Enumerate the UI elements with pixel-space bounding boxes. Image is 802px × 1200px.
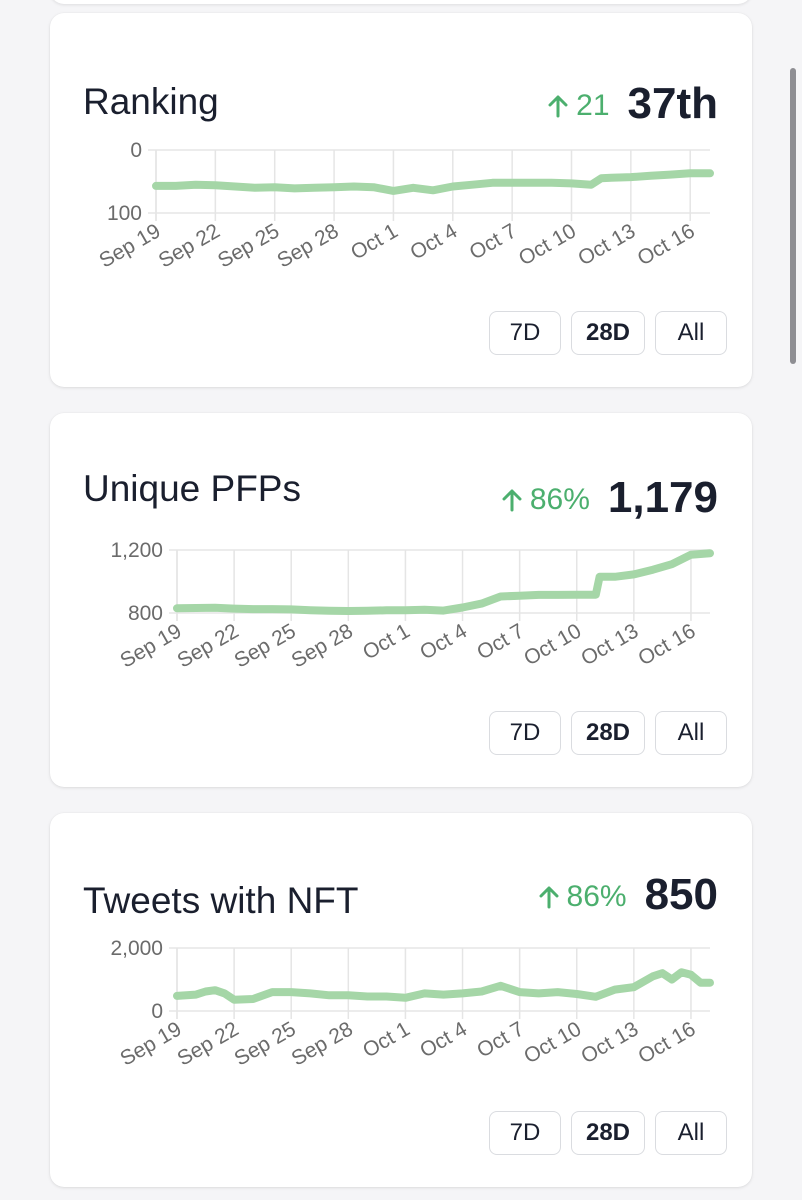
range-all-button[interactable]: All [655, 311, 727, 355]
y-tick-label: 1,200 [110, 539, 163, 562]
y-tick-label: 0 [130, 139, 142, 162]
ranking-card: Ranking 21 37th Sep 19 Sep 22 Sep 25 Sep 28… [50, 13, 752, 387]
y-tick-label: 800 [128, 602, 163, 625]
card-header-metrics: 86% 850 [539, 870, 718, 920]
card-title: Unique PFPs [83, 468, 301, 509]
series-line [173, 549, 714, 615]
x-tick-label: Sep 28 [273, 219, 342, 272]
range-7d-button[interactable]: 7D [488, 311, 561, 355]
x-tick-label: Oct 4 [416, 1017, 471, 1062]
series-line [173, 968, 714, 1004]
x-tick-label: Oct 1 [359, 1017, 414, 1062]
change-indicator: 86% [539, 880, 627, 914]
arrow-up-icon [548, 95, 568, 118]
series-line [152, 169, 714, 195]
range-7d-button[interactable]: 7D [488, 1111, 561, 1155]
x-tick-label: Oct 7 [473, 619, 528, 664]
x-tick-label: Oct 4 [416, 619, 471, 664]
x-tick-label: Sep 25 [231, 619, 300, 672]
tweets-with-nft-card: Tweets with NFT 86% 850 Sep 19 Sep 22 Sep … [50, 813, 752, 1187]
range-selector: 7D 28D All [488, 1111, 727, 1155]
x-tick-label: Sep 19 [116, 1017, 185, 1070]
y-tick-label: 2,000 [110, 937, 163, 960]
x-tick-label: Oct 10 [515, 219, 580, 270]
x-tick-label: Oct 16 [634, 1017, 699, 1068]
x-tick-label: Oct 13 [574, 219, 639, 270]
x-tick-label: Sep 22 [173, 619, 242, 672]
current-value: 850 [644, 870, 718, 919]
card-title: Ranking [83, 81, 219, 122]
range-all-button[interactable]: All [655, 1111, 727, 1155]
arrow-up-icon [502, 489, 522, 512]
range-28d-button[interactable]: 28D [570, 711, 645, 755]
change-value: 86% [566, 880, 627, 913]
previous-card-edge [50, 0, 752, 4]
change-value: 21 [576, 89, 610, 122]
x-tick-label: Oct 16 [634, 219, 699, 270]
x-tick-label: Sep 25 [214, 219, 283, 272]
card-title: Tweets with NFT [83, 880, 359, 921]
y-tick-label: 100 [107, 202, 142, 225]
x-tick-label: Oct 1 [359, 619, 414, 664]
x-tick-label: Sep 22 [155, 219, 224, 272]
card-header-metrics: 21 37th [548, 79, 718, 129]
current-value: 1,179 [607, 473, 718, 522]
card-header-metrics: 86% 1,179 [502, 473, 718, 523]
unique-pfps-card: Unique PFPs 86% 1,179 Sep 19 Sep 22 Sep 25… [50, 413, 752, 787]
x-tick-label: Sep 25 [231, 1017, 300, 1070]
x-tick-label: Sep 28 [288, 1017, 357, 1070]
range-28d-button[interactable]: 28D [570, 311, 645, 355]
current-value: 37th [627, 79, 718, 128]
x-tick-label: Oct 10 [520, 1017, 585, 1068]
x-tick-label: Oct 1 [347, 219, 402, 264]
x-tick-label: Oct 7 [466, 219, 521, 264]
range-selector: 7D 28D All [488, 711, 727, 755]
x-tick-label: Sep 28 [288, 619, 357, 672]
x-tick-label: Oct 4 [406, 219, 461, 264]
scrollbar-thumb[interactable] [790, 68, 796, 364]
x-tick-label: Oct 16 [634, 619, 699, 670]
x-tick-label: Oct 10 [520, 619, 585, 670]
x-tick-label: Oct 7 [473, 1017, 528, 1062]
x-tick-label: Sep 22 [173, 1017, 242, 1070]
x-tick-label: Oct 13 [577, 1017, 642, 1068]
range-7d-button[interactable]: 7D [488, 711, 561, 755]
arrow-up-icon [539, 886, 559, 909]
x-tick-label: Sep 19 [116, 619, 185, 672]
range-28d-button[interactable]: 28D [570, 1111, 645, 1155]
x-tick-label: Sep 19 [95, 219, 164, 272]
change-indicator: 86% [502, 483, 590, 517]
change-indicator: 21 [548, 89, 610, 123]
x-tick-label: Oct 13 [577, 619, 642, 670]
y-tick-label: 0 [151, 1000, 163, 1023]
range-all-button[interactable]: All [655, 711, 727, 755]
range-selector: 7D 28D All [488, 311, 727, 355]
change-value: 86% [529, 483, 590, 516]
